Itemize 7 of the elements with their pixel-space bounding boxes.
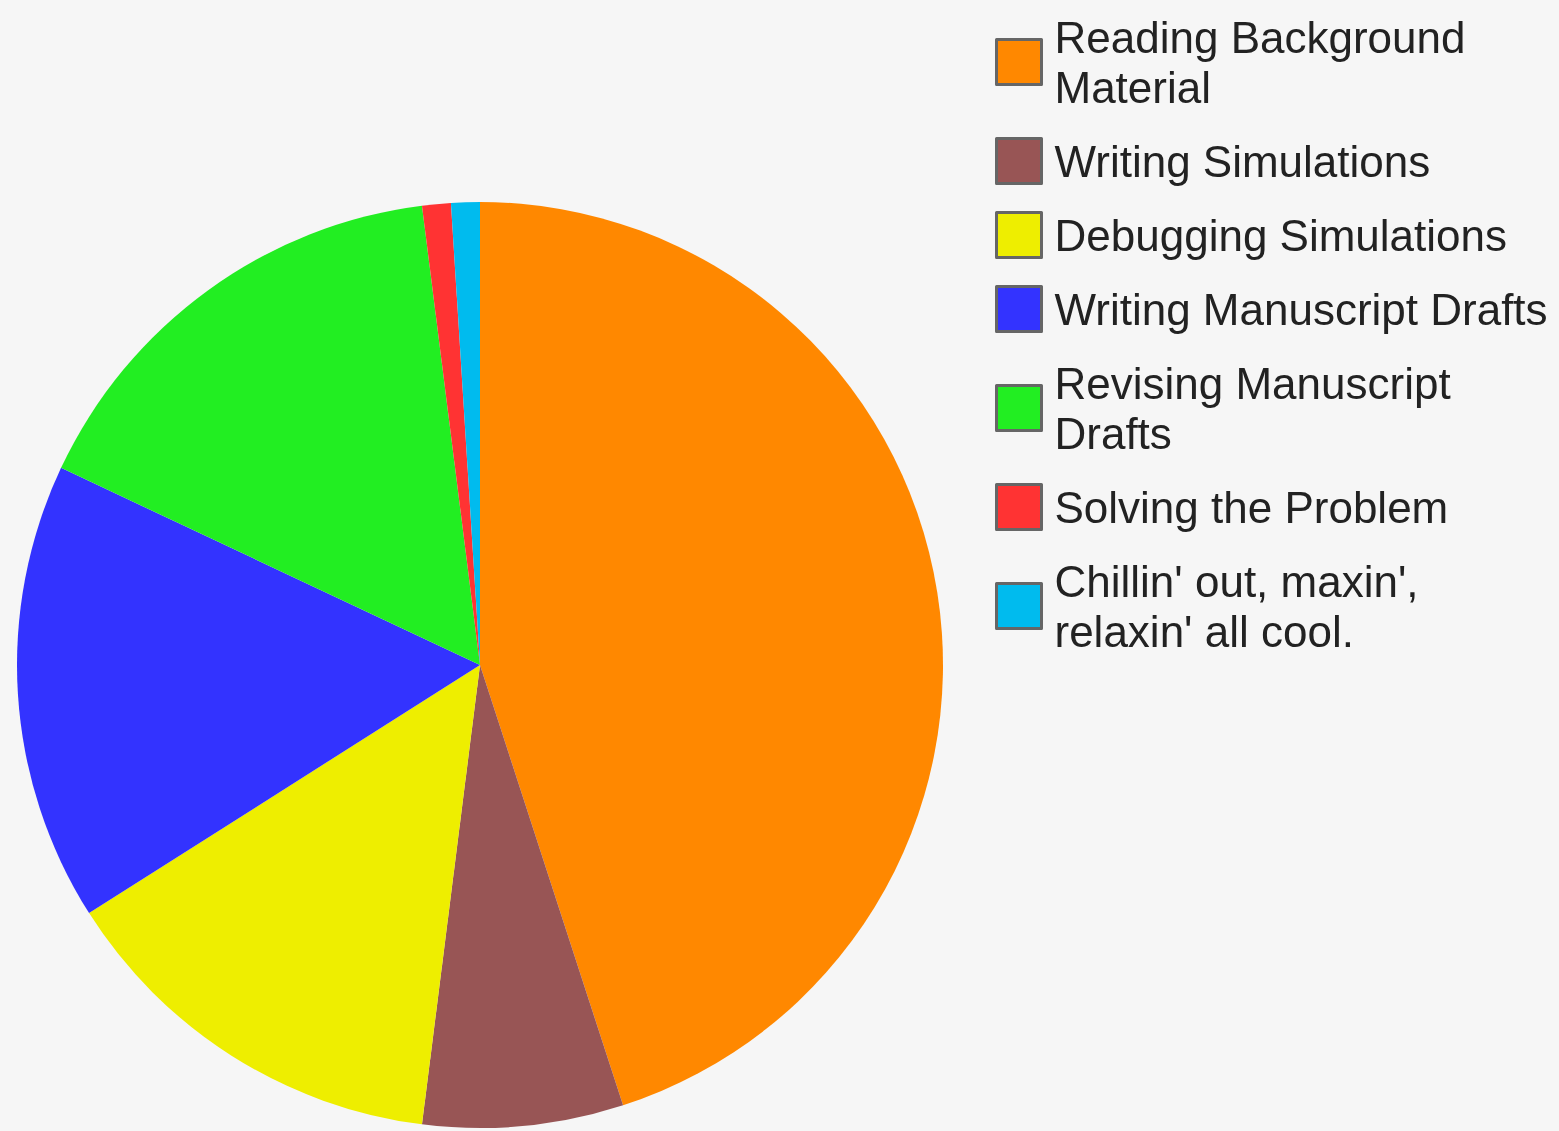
legend-label: Chillin' out, maxin', relaxin' all cool. [1054,556,1431,656]
legend-label: Solving the Problem [1054,482,1449,532]
legend-label: Reading Background Material [1054,12,1478,112]
legend-label: Writing Manuscript Drafts [1054,284,1548,334]
legend-label: Debugging Simulations [1054,210,1508,260]
legend-label: Writing Simulations [1054,136,1431,186]
legend-label: Revising Manuscript Drafts [1054,358,1463,458]
